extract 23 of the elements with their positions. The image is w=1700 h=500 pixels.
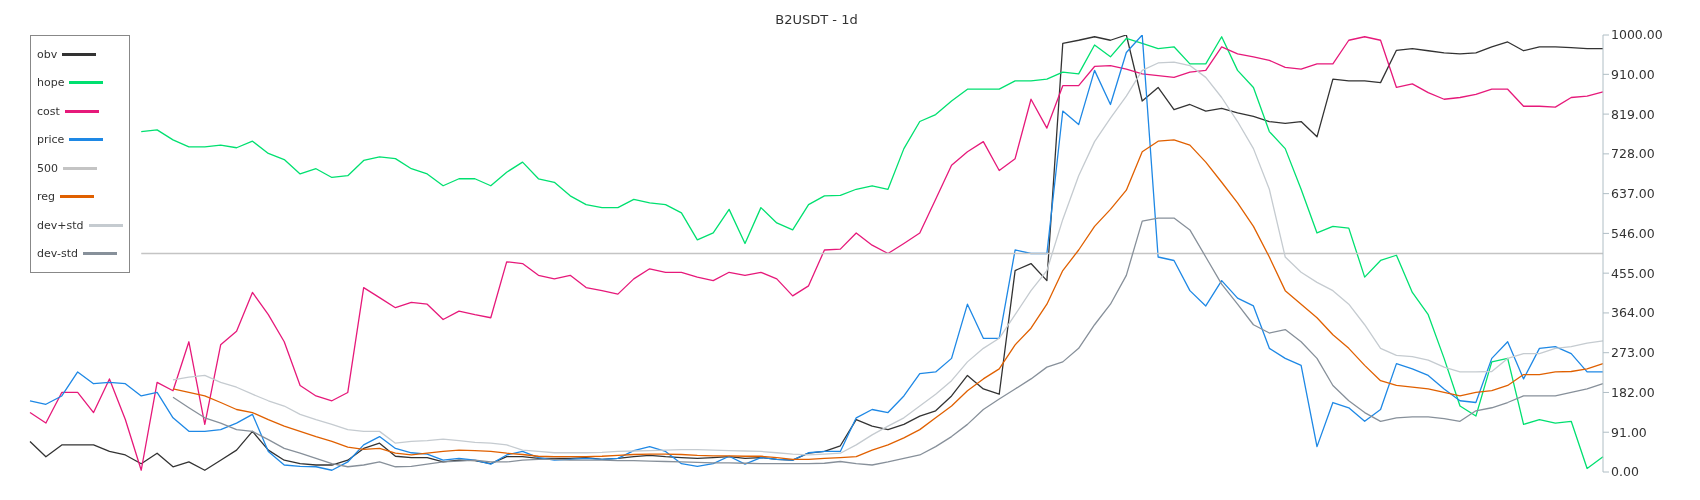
y-tick-label: 819.00 [1611, 106, 1655, 122]
y-tick-label: 364.00 [1611, 305, 1655, 321]
y-tick-label: 637.00 [1611, 186, 1655, 202]
y-tick-label: 546.00 [1611, 225, 1655, 241]
y-tick-label: 273.00 [1611, 345, 1655, 361]
legend-label: obv [37, 47, 58, 61]
legend-label: dev-std [37, 247, 78, 261]
line-series [172, 139, 1604, 460]
line-series [172, 217, 1604, 468]
y-tick-label: 728.00 [1611, 146, 1655, 162]
legend-label: price [37, 133, 65, 147]
legend-label: reg [37, 190, 56, 204]
y-tick-label: 0.00 [1611, 464, 1639, 480]
y-tick-label: 182.00 [1611, 384, 1655, 400]
y-tick-label: 1000.00 [1611, 27, 1663, 43]
legend-label: dev+std [37, 218, 84, 232]
legend-label: hope [37, 76, 65, 90]
chart-title: B2USDT - 1d [774, 12, 859, 27]
legend-label: 500 [37, 161, 58, 175]
y-tick-label: 910.00 [1611, 66, 1655, 82]
legend-label: cost [37, 104, 60, 118]
y-tick-label: 91.00 [1611, 424, 1647, 440]
y-tick-label: 455.00 [1611, 265, 1655, 281]
